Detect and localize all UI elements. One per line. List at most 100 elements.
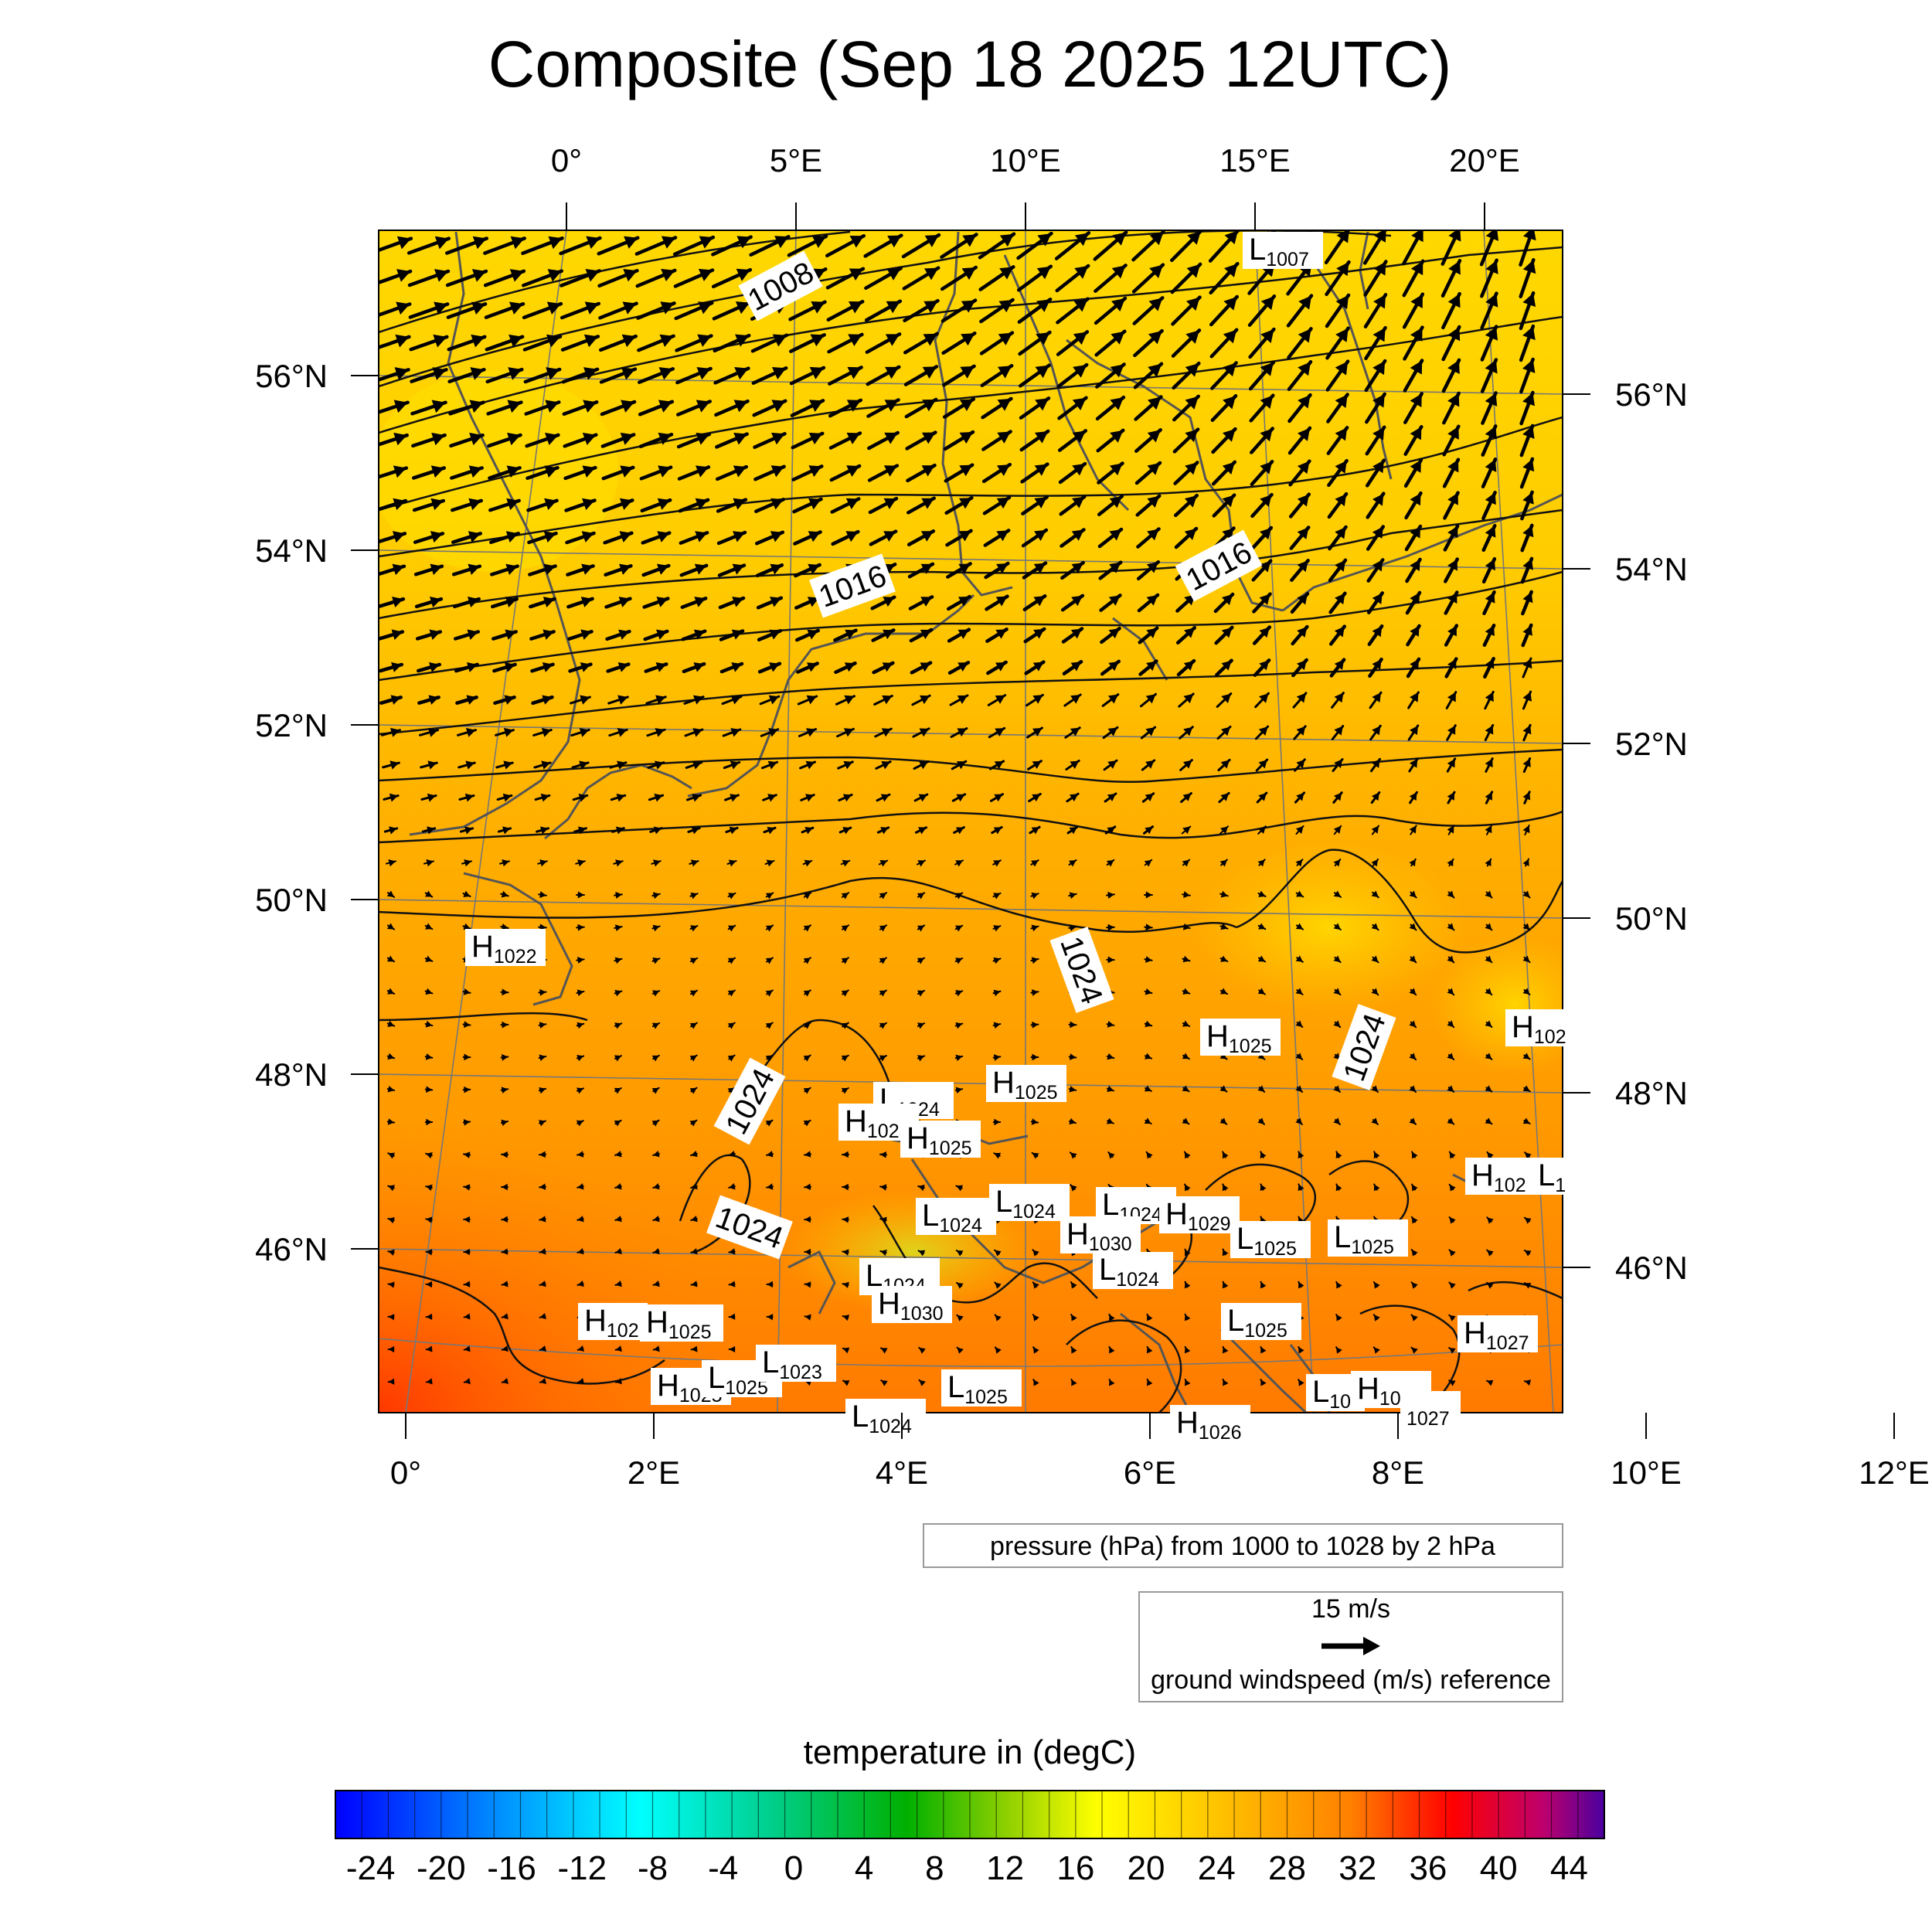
wind-arrow-icon [1184, 1345, 1191, 1354]
wind-arrow-icon [408, 301, 450, 319]
wind-arrow-icon [501, 1345, 509, 1352]
wind-arrow-icon [1106, 923, 1115, 931]
wind-arrow-icon [387, 1185, 396, 1192]
wind-arrow-icon [1333, 955, 1342, 964]
bottom-lon-label: 10°E [1611, 1454, 1682, 1491]
pressure-center-label: H1025 [1200, 1019, 1281, 1057]
wind-arrow-icon [944, 463, 975, 483]
wind-arrow-icon [462, 988, 471, 995]
wind-arrow-icon [614, 891, 623, 899]
wind-arrow-icon [804, 1183, 811, 1190]
wind-arrow-icon [917, 892, 926, 900]
wind-arrow-icon [713, 366, 750, 385]
center-type: H [1512, 1010, 1534, 1044]
wind-arrow-icon [986, 660, 1008, 675]
wind-arrow-icon [1066, 792, 1080, 803]
wind-arrow-icon [648, 794, 665, 802]
wind-arrow-icon [1522, 791, 1531, 804]
wind-arrow-icon [412, 465, 446, 480]
wind-arrow-icon [1097, 495, 1124, 516]
wind-arrow-icon [955, 1185, 964, 1192]
wind-arrow-icon [379, 400, 410, 414]
wind-arrow-icon [762, 794, 777, 802]
wind-arrow-icon [1364, 359, 1387, 393]
wind-arrow-icon [539, 1345, 546, 1352]
wind-arrow-icon [1170, 230, 1202, 263]
wind-arrow-icon [1444, 657, 1458, 679]
wind-arrow-icon [1440, 258, 1462, 298]
wind-arrow-icon [609, 760, 628, 770]
colorbar-tick-label: 40 [1480, 1849, 1518, 1887]
wind-arrow-icon [1448, 1281, 1456, 1289]
wind-arrow-icon [954, 957, 964, 964]
wind-arrow-icon [652, 1215, 660, 1223]
wind-arrow-icon [946, 562, 972, 579]
wind-arrow-icon [489, 531, 520, 545]
wind-arrow-icon [1522, 825, 1530, 835]
wind-arrow-icon [1403, 359, 1424, 393]
wind-arrow-icon [947, 661, 971, 675]
wind-arrow-icon [1257, 890, 1267, 897]
wind-arrow-icon [445, 269, 488, 287]
wind-arrow-icon [614, 989, 623, 997]
wind-arrow-icon [418, 727, 440, 737]
wind-arrow-icon [386, 1085, 396, 1093]
wind-arrow-icon [501, 1378, 509, 1385]
wind-arrow-icon [501, 1281, 509, 1287]
wind-arrow-icon [765, 1022, 774, 1029]
wind-arrow-icon [867, 430, 900, 451]
wind-arrow-icon [643, 629, 669, 641]
wind-arrow-icon [1442, 457, 1461, 488]
wind-arrow-icon [446, 301, 488, 319]
wind-arrow-icon [576, 923, 585, 931]
center-value: 1025 [929, 1138, 972, 1159]
wind-arrow-icon [529, 629, 556, 641]
wind-arrow-icon [532, 727, 553, 737]
wind-arrow-icon [909, 628, 934, 643]
wind-arrow-icon [447, 367, 486, 383]
wind-arrow-icon [840, 859, 851, 867]
wind-arrow-icon [500, 1087, 509, 1094]
wind-arrow-icon [1485, 858, 1492, 867]
wind-arrow-icon [727, 989, 736, 997]
wind-arrow-icon [992, 1118, 1002, 1126]
wind-arrow-icon [1485, 1020, 1493, 1028]
wind-arrow-icon [1222, 1183, 1229, 1192]
wind-arrow-icon [829, 464, 862, 482]
wind-arrow-icon [1094, 329, 1127, 357]
wind-arrow-icon [538, 988, 547, 996]
wind-arrow-icon [407, 269, 451, 287]
wind-arrow-icon [1519, 457, 1535, 489]
wind-arrow-icon [463, 1216, 471, 1223]
top-lon-label: 0° [551, 142, 582, 179]
wind-arrow-icon [750, 333, 789, 353]
wind-arrow-icon [560, 301, 601, 320]
wind-arrow-icon [1182, 1053, 1190, 1060]
wind-arrow-icon [907, 562, 935, 579]
map-panel [378, 230, 1563, 1413]
wind-arrow-icon [451, 498, 483, 512]
wind-arrow-icon [386, 988, 396, 995]
wind-arrow-icon [1172, 361, 1201, 390]
wind-arrow-icon [871, 628, 896, 642]
svg-text:L1025: L1025 [947, 1370, 1008, 1408]
wind-arrow-icon [1290, 591, 1310, 614]
wind-arrow-icon [526, 498, 559, 512]
wind-arrow-icon [955, 1250, 964, 1257]
wind-arrow-icon [563, 465, 597, 481]
wind-arrow-icon [1410, 1216, 1418, 1224]
wind-arrow-icon [1213, 592, 1235, 614]
wind-arrow-icon [1254, 725, 1270, 740]
wind-arrow-icon [1021, 495, 1049, 515]
wind-arrow-icon [1333, 1020, 1342, 1029]
wind-arrow-icon [1138, 626, 1159, 645]
svg-text:L1007: L1007 [1249, 233, 1309, 270]
wind-arrow-icon [491, 597, 519, 609]
wind-arrow-icon [1137, 593, 1160, 613]
wind-arrow-icon [1372, 1314, 1380, 1321]
center-type: H [1357, 1372, 1379, 1406]
wind-arrow-icon [1441, 291, 1461, 330]
wind-arrow-icon [527, 531, 558, 545]
wind-arrow-icon [566, 597, 594, 609]
wind-arrow-icon [500, 1151, 509, 1158]
